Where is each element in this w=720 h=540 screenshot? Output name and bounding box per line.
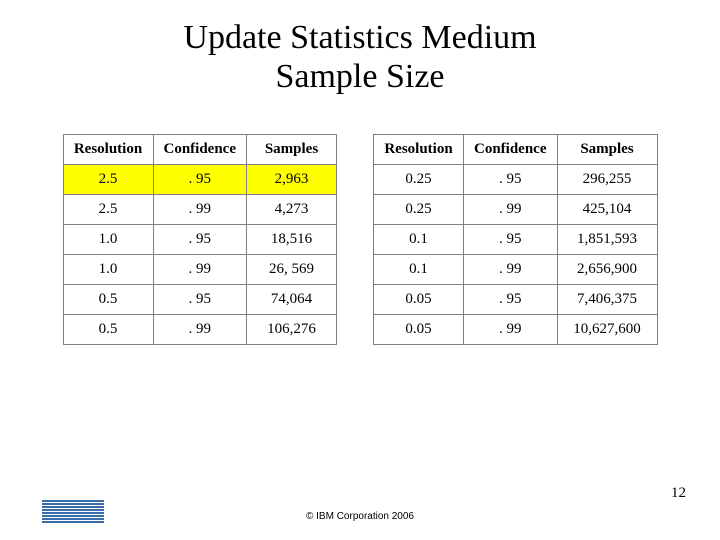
table-cell: 1.0 [63, 225, 153, 255]
table-cell: 2,656,900 [557, 255, 657, 285]
table-row: 1.0. 9926, 569 [63, 255, 337, 285]
table-cell: . 99 [464, 315, 558, 345]
table-cell: . 99 [153, 315, 247, 345]
table-cell: 106,276 [247, 315, 337, 345]
table-cell: 2.5 [63, 165, 153, 195]
col-header-samples: Samples [557, 135, 657, 165]
table-header-row: Resolution Confidence Samples [63, 135, 337, 165]
page-number: 12 [671, 485, 686, 502]
table-cell: 0.5 [63, 285, 153, 315]
table-row: 0.05. 9910,627,600 [374, 315, 658, 345]
table-cell: . 95 [464, 165, 558, 195]
table-cell: 2,963 [247, 165, 337, 195]
table-left: Resolution Confidence Samples 2.5. 952,9… [63, 134, 338, 345]
table-row: 2.5. 952,963 [63, 165, 337, 195]
table-cell: 0.05 [374, 285, 464, 315]
table-cell: 26, 569 [247, 255, 337, 285]
table-row: 0.5. 9574,064 [63, 285, 337, 315]
table-row: 0.25. 95296,255 [374, 165, 658, 195]
table-cell: 0.1 [374, 225, 464, 255]
table-cell: . 95 [153, 285, 247, 315]
table-cell: 74,064 [247, 285, 337, 315]
table-row: 2.5. 994,273 [63, 195, 337, 225]
table-cell: . 95 [153, 225, 247, 255]
table-row: 0.1. 992,656,900 [374, 255, 658, 285]
table-cell: 0.25 [374, 195, 464, 225]
title-line-2: Sample Size [275, 58, 444, 95]
col-header-samples: Samples [247, 135, 337, 165]
table-cell: 0.25 [374, 165, 464, 195]
table-cell: 2.5 [63, 195, 153, 225]
table-row: 0.25. 99425,104 [374, 195, 658, 225]
table-right: Resolution Confidence Samples 0.25. 9529… [373, 134, 658, 345]
table-row: 0.05. 957,406,375 [374, 285, 658, 315]
table-cell: 18,516 [247, 225, 337, 255]
table-row: 0.5. 99106,276 [63, 315, 337, 345]
table-cell: 0.1 [374, 255, 464, 285]
table-row: 1.0. 9518,516 [63, 225, 337, 255]
copyright-text: © IBM Corporation 2006 [0, 511, 720, 522]
table-cell: . 95 [153, 165, 247, 195]
table-cell: . 99 [153, 195, 247, 225]
table-cell: 0.5 [63, 315, 153, 345]
table-cell: 1,851,593 [557, 225, 657, 255]
col-header-resolution: Resolution [63, 135, 153, 165]
table-cell: 10,627,600 [557, 315, 657, 345]
table-cell: . 99 [153, 255, 247, 285]
table-cell: 4,273 [247, 195, 337, 225]
table-cell: 7,406,375 [557, 285, 657, 315]
col-header-confidence: Confidence [153, 135, 247, 165]
col-header-confidence: Confidence [464, 135, 558, 165]
table-cell: . 95 [464, 285, 558, 315]
col-header-resolution: Resolution [374, 135, 464, 165]
tables-container: Resolution Confidence Samples 2.5. 952,9… [0, 134, 720, 345]
table-header-row: Resolution Confidence Samples [374, 135, 658, 165]
table-cell: . 95 [464, 225, 558, 255]
table-row: 0.1. 951,851,593 [374, 225, 658, 255]
page-title: Update Statistics Medium Sample Size [0, 0, 720, 96]
table-cell: 425,104 [557, 195, 657, 225]
table-cell: 296,255 [557, 165, 657, 195]
table-cell: . 99 [464, 195, 558, 225]
table-cell: . 99 [464, 255, 558, 285]
table-cell: 1.0 [63, 255, 153, 285]
table-cell: 0.05 [374, 315, 464, 345]
title-line-1: Update Statistics Medium [183, 19, 536, 56]
